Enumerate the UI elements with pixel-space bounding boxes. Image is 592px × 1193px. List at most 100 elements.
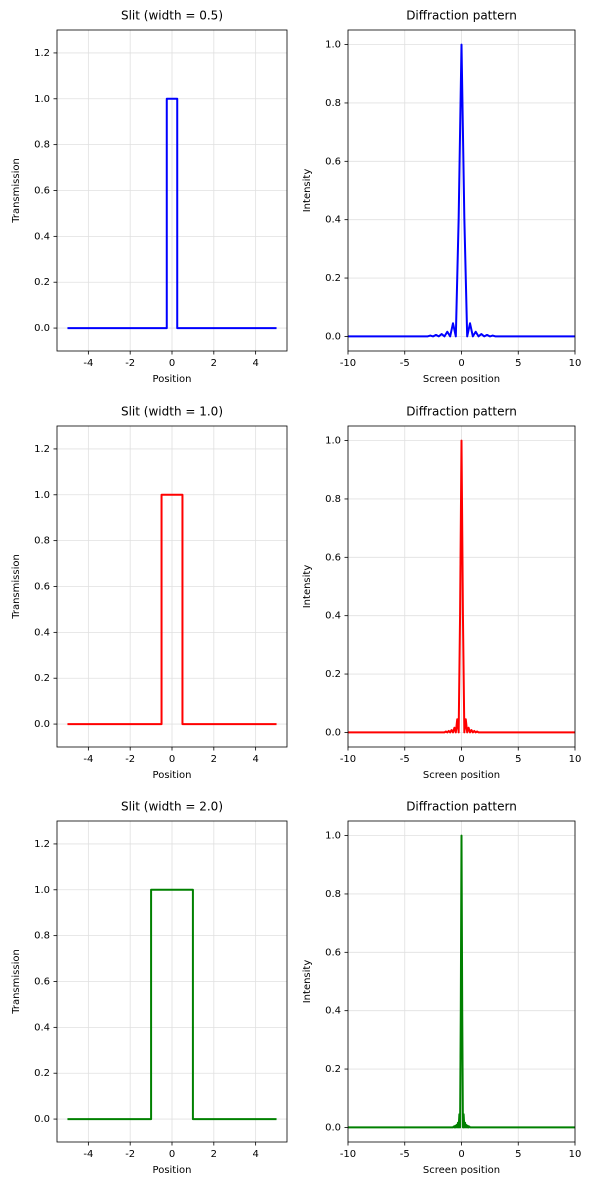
y-tick-label: 0.8: [325, 98, 341, 109]
x-tick-label: 5: [515, 754, 521, 765]
x-tick-label: 5: [515, 1149, 521, 1160]
y-tick-label: 0.4: [325, 1006, 341, 1017]
y-tick-label: 1.0: [34, 94, 50, 105]
x-tick-label: -2: [125, 754, 135, 765]
subplot: -10 -5 0 5 10 0.0 0.2 0.4 0.6 0.8 1.0 Diffraction p…: [302, 405, 581, 782]
y-tick-label: 0.6: [325, 156, 341, 167]
y-tick-label: 0.0: [34, 323, 50, 334]
x-tick-label: 4: [252, 754, 258, 765]
y-axis-label: Transmission: [11, 554, 22, 620]
data-line: [348, 43, 575, 338]
y-tick-label: 0.6: [325, 947, 341, 958]
x-tick-label: -2: [125, 358, 135, 369]
x-tick-label: -4: [83, 358, 93, 369]
axes-frame: [56, 29, 288, 352]
y-tick-label: 1.0: [34, 490, 50, 501]
y-tick-label: 0.8: [325, 494, 341, 505]
y-axis-label: Intensity: [302, 565, 313, 609]
x-tick-label: 10: [569, 358, 582, 369]
subplot-title: Slit (width = 0.5): [121, 9, 223, 23]
y-tick-label: 1.0: [325, 436, 341, 447]
y-tick-label: 0.8: [34, 140, 50, 151]
y-tick-label: 0.8: [34, 931, 50, 942]
x-tick-label: -10: [340, 754, 356, 765]
data-line: [67, 493, 277, 726]
subplot-title: Diffraction pattern: [406, 405, 517, 419]
data-line: [67, 97, 277, 330]
y-tick-label: 0.6: [34, 582, 50, 593]
y-tick-label: 1.2: [34, 48, 50, 59]
y-tick-label: 1.2: [34, 444, 50, 455]
y-tick-label: 0.4: [34, 1022, 50, 1033]
x-axis-label: Screen position: [423, 1165, 500, 1176]
y-tick-label: 1.0: [325, 40, 341, 51]
subplot-title: Diffraction pattern: [406, 9, 517, 23]
y-tick-label: 0.4: [34, 231, 50, 242]
x-axis-label: Screen position: [423, 374, 500, 385]
x-tick-label: -4: [83, 754, 93, 765]
x-tick-label: 2: [211, 358, 217, 369]
x-tick-label: 0: [169, 754, 175, 765]
axes-frame: [56, 425, 288, 748]
x-tick-label: 2: [211, 754, 217, 765]
x-tick-label: 0: [458, 1149, 464, 1160]
y-tick-label: 1.2: [34, 839, 50, 850]
x-tick-label: -4: [83, 1149, 93, 1160]
y-tick-label: 0.6: [34, 186, 50, 197]
subplot: -4 -2 0 2 4 0.0 0.2 0.4 0.6 0.8 1.0 1.2 Slit (width …: [11, 9, 288, 385]
data-line: [348, 834, 575, 1129]
y-tick-label: 0.4: [34, 627, 50, 638]
y-tick-label: 0.0: [325, 1122, 341, 1133]
x-tick-label: 10: [569, 1149, 582, 1160]
y-axis-label: Intensity: [302, 960, 313, 1004]
subplot: -4 -2 0 2 4 0.0 0.2 0.4 0.6 0.8 1.0 1.2 Slit (width …: [11, 800, 288, 1176]
y-tick-label: 0.2: [34, 1068, 50, 1079]
x-tick-label: 0: [458, 754, 464, 765]
y-tick-label: 0.0: [325, 331, 341, 342]
x-axis-label: Position: [153, 1165, 192, 1176]
x-tick-label: 4: [252, 1149, 258, 1160]
y-tick-label: 0.8: [34, 536, 50, 547]
y-tick-label: 0.0: [34, 1114, 50, 1125]
y-tick-label: 0.2: [325, 273, 341, 284]
x-tick-label: 5: [515, 358, 521, 369]
subplot: -4 -2 0 2 4 0.0 0.2 0.4 0.6 0.8 1.0 1.2 Slit (width …: [11, 405, 288, 781]
x-tick-label: 0: [169, 358, 175, 369]
y-tick-label: 0.2: [325, 669, 341, 680]
subplot-title: Slit (width = 2.0): [121, 800, 223, 814]
y-axis-label: Intensity: [302, 169, 313, 213]
y-tick-label: 0.6: [325, 552, 341, 563]
x-tick-label: -5: [400, 754, 410, 765]
x-axis-label: Screen position: [423, 770, 500, 781]
x-tick-label: 0: [458, 358, 464, 369]
y-tick-label: 0.0: [34, 719, 50, 730]
axes-frame: [56, 820, 288, 1143]
x-axis-label: Position: [153, 770, 192, 781]
x-tick-label: 2: [211, 1149, 217, 1160]
y-tick-label: 1.0: [325, 831, 341, 842]
y-tick-label: 0.2: [34, 277, 50, 288]
x-tick-label: -5: [400, 358, 410, 369]
x-tick-label: 10: [569, 754, 582, 765]
y-tick-label: 0.6: [34, 977, 50, 988]
subplot: -10 -5 0 5 10 0.0 0.2 0.4 0.6 0.8 1.0 Diffraction p…: [302, 800, 581, 1177]
axes-frame: [347, 820, 576, 1143]
axes-frame: [347, 425, 576, 748]
y-axis-label: Transmission: [11, 158, 22, 224]
y-axis-label: Transmission: [11, 949, 22, 1015]
y-tick-label: 0.4: [325, 611, 341, 622]
data-line: [67, 888, 277, 1121]
x-tick-label: -10: [340, 358, 356, 369]
subplot-title: Diffraction pattern: [406, 800, 517, 814]
y-tick-label: 0.2: [34, 673, 50, 684]
y-tick-label: 1.0: [34, 885, 50, 896]
subplot-title: Slit (width = 1.0): [121, 405, 223, 419]
y-tick-label: 0.0: [325, 727, 341, 738]
y-tick-label: 0.4: [325, 215, 341, 226]
subplot: -10 -5 0 5 10 0.0 0.2 0.4 0.6 0.8 1.0 Diffraction p…: [302, 9, 581, 386]
axes-frame: [347, 29, 576, 352]
x-tick-label: 0: [169, 1149, 175, 1160]
x-tick-label: -10: [340, 1149, 356, 1160]
